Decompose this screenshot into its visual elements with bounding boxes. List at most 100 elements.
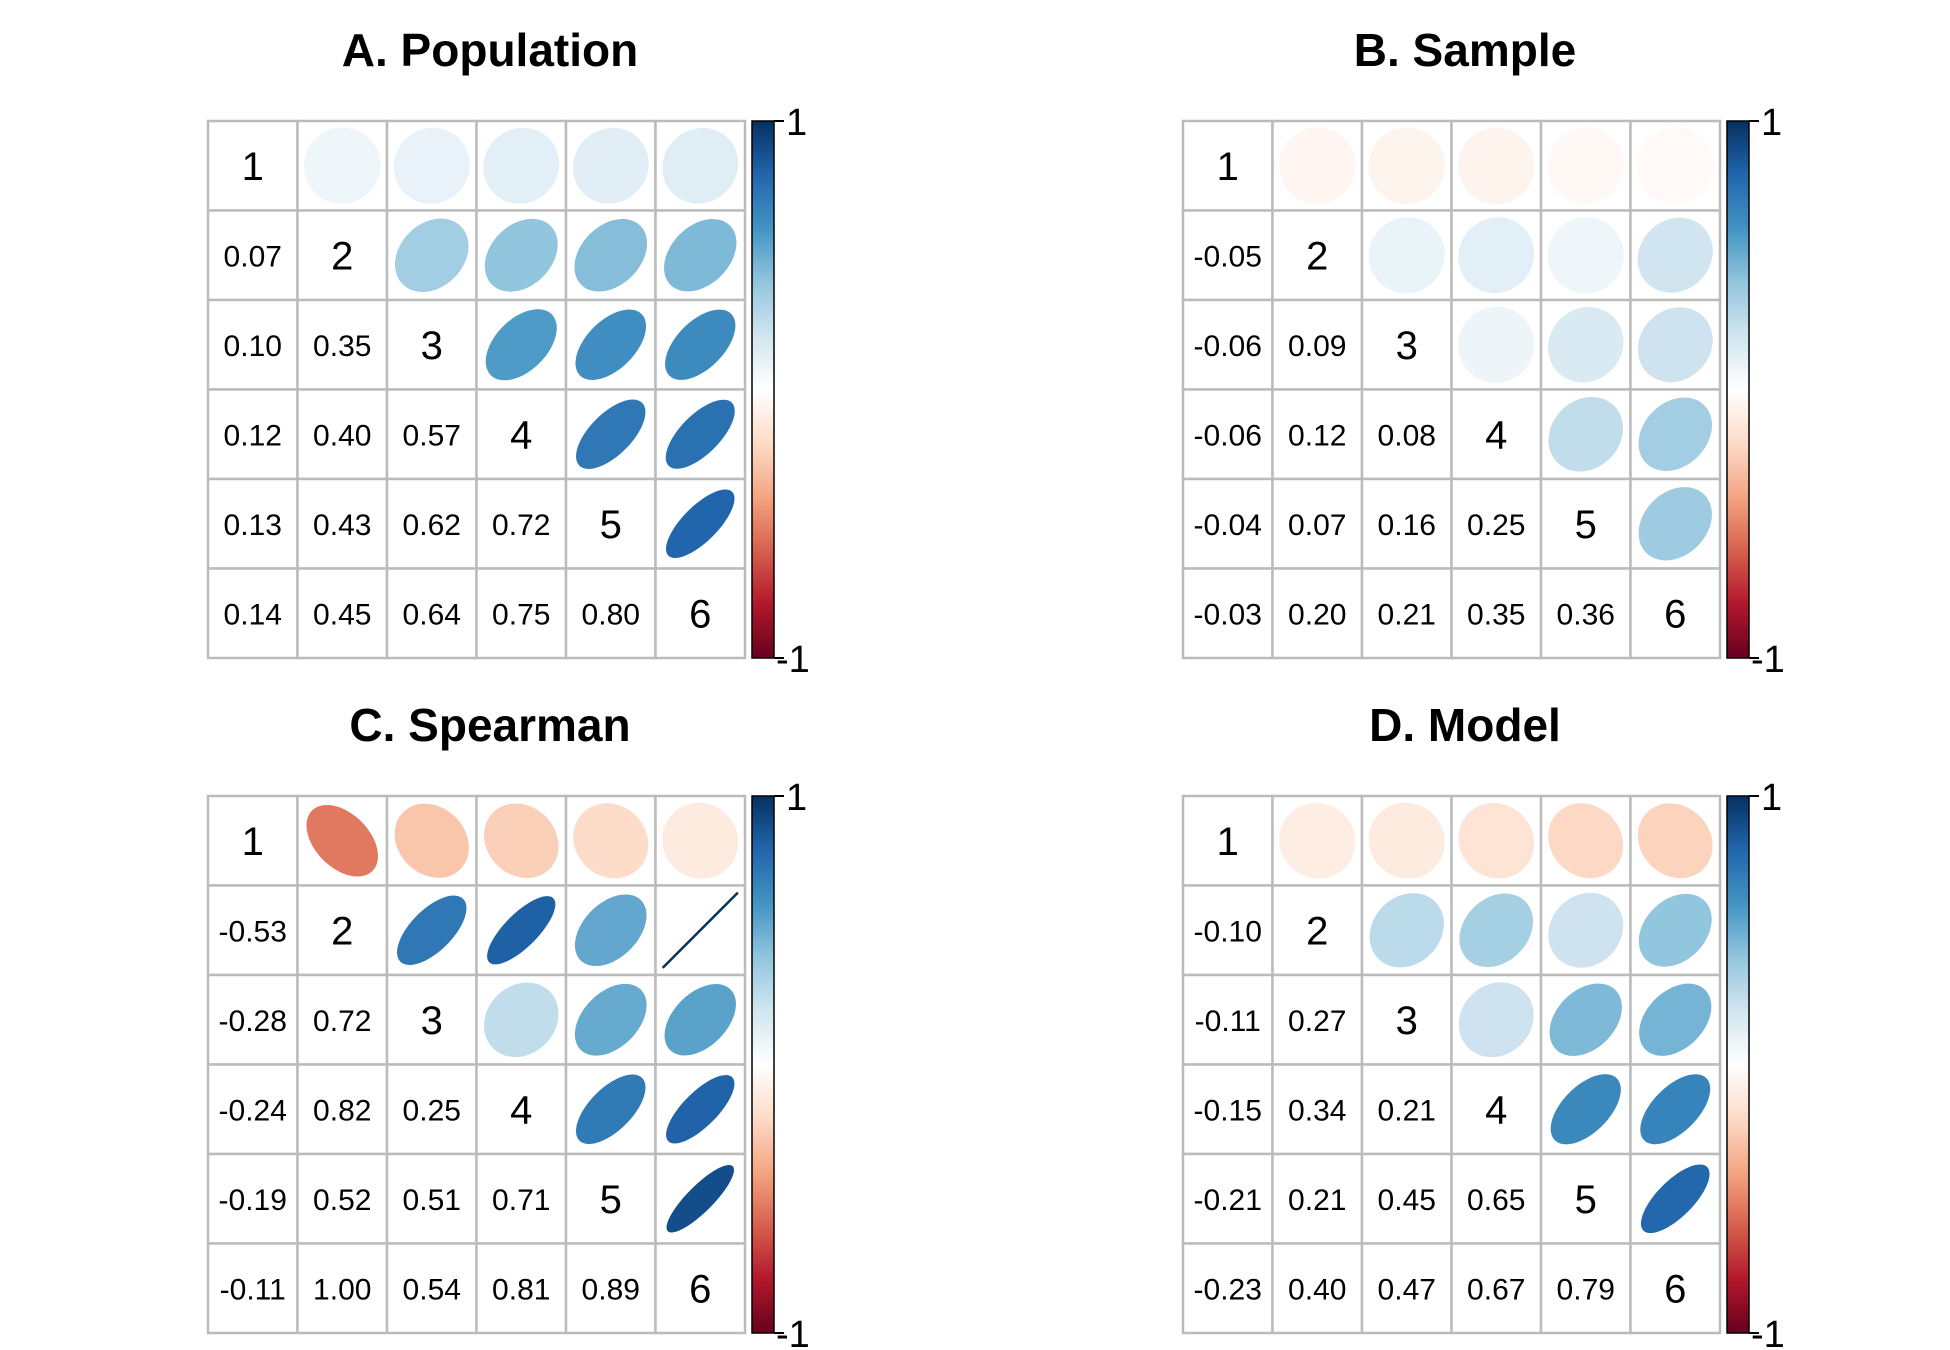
correlation-value: 0.25 (403, 1094, 461, 1127)
diagonal-label: 3 (1396, 324, 1418, 368)
correlation-ellipse (1458, 982, 1534, 1058)
correlation-value: 0.27 (1288, 1005, 1346, 1038)
correlation-value: 0.10 (224, 330, 282, 363)
correlation-ellipse (1548, 892, 1624, 968)
chart-title: D. Model (1369, 699, 1561, 751)
grid-cell (1181, 794, 1274, 887)
correlation-ellipse (393, 127, 470, 204)
correlation-value: 0.45 (313, 598, 371, 631)
correlation-ellipse (1458, 306, 1535, 383)
diagonal-label: 6 (689, 1267, 711, 1311)
correlation-ellipse (483, 982, 559, 1058)
correlation-ellipse (665, 489, 735, 559)
correlation-ellipse (1638, 487, 1712, 561)
correlation-value: -0.04 (1194, 509, 1262, 542)
grid-cell (1450, 388, 1543, 481)
grid-cell (1271, 477, 1364, 570)
correlation-value: -0.21 (1194, 1184, 1262, 1217)
diagonal-label: 3 (1396, 999, 1418, 1043)
correlation-ellipse (1549, 983, 1622, 1056)
grid-cell (1271, 1063, 1364, 1156)
grid-cell (654, 1242, 747, 1335)
diagonal-label: 1 (242, 820, 264, 864)
correlation-ellipse (1639, 983, 1712, 1056)
colorbar-min-label: -1 (776, 1314, 810, 1350)
correlation-ellipse (1638, 893, 1712, 967)
diagonal-label: 5 (1575, 1178, 1597, 1222)
correlation-value: 0.09 (1288, 330, 1346, 363)
correlation-value: 0.80 (582, 598, 640, 631)
grid-cell (1181, 973, 1274, 1066)
correlation-ellipse (1638, 397, 1712, 471)
correlation-value: 1.00 (313, 1273, 371, 1306)
correlation-value: 0.72 (313, 1005, 371, 1038)
correlation-value: -0.06 (1194, 419, 1262, 452)
correlation-ellipse (483, 803, 559, 879)
grid-cell (206, 388, 299, 481)
grid-cell (1360, 1242, 1453, 1335)
grid-cell (296, 1152, 389, 1245)
diagonal-label: 3 (421, 999, 443, 1043)
diagonal-label: 1 (1217, 145, 1239, 189)
correlation-value: 0.14 (224, 598, 282, 631)
chart-title: C. Spearman (349, 699, 630, 751)
colorbar-min-label: -1 (776, 639, 810, 681)
correlation-ellipse (1369, 893, 1444, 968)
diagonal-label: 4 (1485, 1088, 1507, 1132)
correlation-ellipse (574, 218, 648, 292)
correlation-value: -0.23 (1194, 1273, 1262, 1306)
correlation-ellipse (575, 309, 647, 381)
correlation-value: 0.34 (1288, 1094, 1346, 1127)
grid-cell (206, 119, 299, 212)
correlation-ellipse (665, 309, 736, 380)
correlation-value: -0.53 (219, 915, 287, 948)
grid-cell (1181, 477, 1274, 570)
correlation-value: 0.40 (313, 419, 371, 452)
grid-cell (1271, 209, 1364, 302)
correlation-value: 0.52 (313, 1184, 371, 1217)
grid-cell (1539, 477, 1632, 570)
correlation-ellipse (304, 127, 381, 204)
diagonal-label: 5 (600, 1178, 622, 1222)
diagonal-label: 3 (421, 324, 443, 368)
correlation-value: -0.19 (219, 1184, 287, 1217)
correlation-ellipse (661, 891, 739, 969)
correlation-value: 0.07 (224, 240, 282, 273)
correlation-value: 0.72 (492, 509, 550, 542)
correlation-ellipse (1547, 217, 1624, 294)
grid-cell (1629, 1242, 1722, 1335)
corrplot-a: A. Population 1 0.07 2 0.10 0.35 3 0.12 0.40 0.57… (206, 24, 810, 681)
grid-cell (1181, 1152, 1274, 1245)
correlation-value: 0.82 (313, 1094, 371, 1127)
grid-cell (206, 567, 299, 660)
diagonal-label: 2 (331, 234, 353, 278)
correlation-ellipse (1458, 217, 1535, 294)
correlation-ellipse (666, 1075, 735, 1144)
correlation-value: 0.81 (492, 1273, 550, 1306)
colorbar-max-label: 1 (1761, 777, 1782, 819)
correlation-value: 0.07 (1288, 509, 1346, 542)
correlation-value: 0.75 (492, 598, 550, 631)
grid-cell (564, 1242, 657, 1335)
grid-cell (385, 973, 478, 1066)
correlation-ellipse (397, 895, 467, 965)
correlation-ellipse (664, 219, 737, 292)
correlation-value: 0.21 (1288, 1184, 1346, 1217)
grid-cell (1271, 1152, 1364, 1245)
correlation-ellipse (573, 803, 649, 879)
correlation-ellipse (487, 896, 556, 965)
correlation-value: 0.40 (1288, 1273, 1346, 1306)
grid-cell (296, 884, 389, 977)
correlation-ellipse (1550, 1074, 1621, 1145)
correlation-ellipse (574, 894, 647, 967)
diagonal-label: 6 (1664, 1267, 1686, 1311)
correlation-ellipse (1640, 1164, 1710, 1234)
correlation-ellipse (483, 127, 560, 204)
correlation-value: 0.12 (1288, 419, 1346, 452)
correlation-ellipse (1278, 127, 1356, 205)
correlation-ellipse (662, 802, 739, 879)
correlation-ellipse (1368, 217, 1445, 294)
grid-cell (206, 973, 299, 1066)
correlation-ellipse (1458, 802, 1535, 879)
corrplot-d: D. Model 1 -0.10 2 -0.11 0.27 3 -0.15 0.34 0.21 4 -… (1181, 699, 1785, 1350)
